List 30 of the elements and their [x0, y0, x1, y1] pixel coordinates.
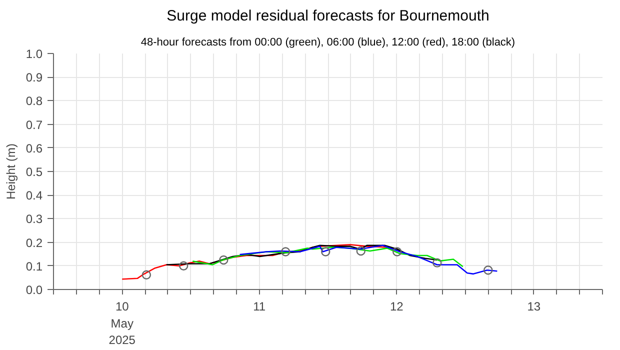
- line-series: [166, 244, 438, 266]
- point: [321, 247, 330, 256]
- y-tick-label: 1.0: [26, 47, 43, 61]
- point: [219, 255, 228, 265]
- y-tick-label: 0.7: [26, 118, 43, 132]
- y-tick-label: 0.6: [26, 141, 43, 156]
- point: [484, 266, 493, 275]
- y-tick-label: 0.1: [26, 259, 43, 274]
- y-tick-label: 0.9: [26, 70, 43, 85]
- line-series: [192, 246, 464, 268]
- y-tick-label: 0.4: [26, 188, 43, 203]
- x-tick-label: 13: [527, 300, 541, 314]
- point: [179, 261, 188, 270]
- y-tick-label: 0.3: [26, 212, 43, 226]
- point: [142, 270, 152, 280]
- point: [356, 246, 366, 256]
- y-tick-label: 0.5: [26, 165, 43, 179]
- point: [432, 258, 442, 268]
- chart-title: Surge model residual forecasts for Bournemouth: [166, 8, 490, 24]
- x-tick-label: 11: [253, 300, 266, 314]
- point: [392, 247, 402, 256]
- x-tick-label: 10 May 2025: [108, 300, 136, 348]
- point: [280, 247, 290, 256]
- y-tick-label: 0.0: [26, 283, 43, 297]
- y-tick-label: 0.8: [26, 94, 43, 108]
- x-tick-label: 12: [390, 300, 404, 314]
- line-series: [239, 244, 498, 275]
- chart-subtitle: 48-hour forecasts from 00:00 (green), 06:00 (blue), 12:00 (red), 18:00 (black): [140, 36, 516, 48]
- y-axis-title: Height (m): [4, 143, 18, 200]
- y-tick-label: 0.2: [26, 236, 43, 250]
